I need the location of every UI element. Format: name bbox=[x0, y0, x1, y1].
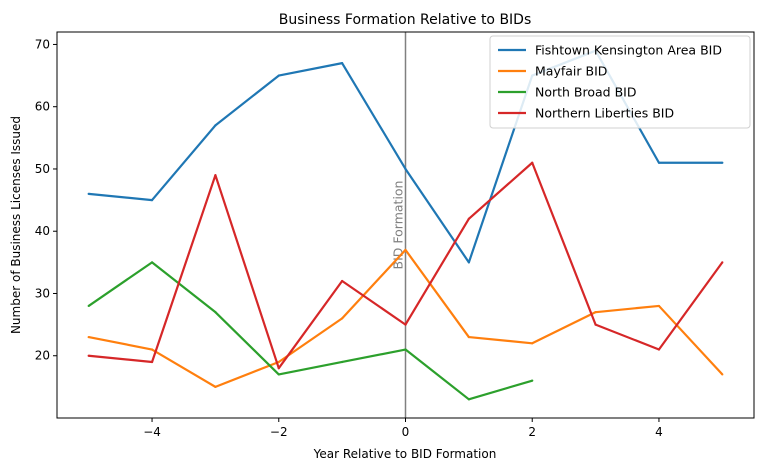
data-point bbox=[214, 174, 217, 177]
legend-box bbox=[489, 35, 751, 129]
data-point bbox=[214, 385, 217, 388]
data-point bbox=[404, 248, 407, 252]
data-point bbox=[150, 348, 154, 351]
data-point bbox=[467, 335, 470, 339]
y-tick-label: 60 bbox=[35, 100, 50, 114]
legend-entry-label: North Broad BID bbox=[535, 85, 636, 100]
y-axis-label: Number of Business Licenses Issued bbox=[9, 116, 23, 334]
data-point bbox=[341, 279, 344, 283]
legend: Fishtown Kensington Area BID Mayfair BID N… bbox=[489, 35, 751, 129]
x-tick-label: −2 bbox=[270, 425, 288, 439]
data-point bbox=[657, 161, 661, 164]
bid-formation-annotation: BID Formation bbox=[391, 181, 406, 270]
data-point bbox=[404, 323, 407, 326]
y-tick-label: 30 bbox=[35, 286, 50, 300]
data-point bbox=[214, 124, 217, 127]
data-point bbox=[341, 317, 344, 320]
data-point bbox=[404, 348, 407, 351]
data-point bbox=[467, 398, 470, 401]
data-point bbox=[594, 311, 597, 314]
series-line-2 bbox=[88, 261, 533, 401]
y-tick-label: 40 bbox=[35, 224, 50, 238]
x-tick-label: 4 bbox=[655, 425, 663, 439]
data-point bbox=[531, 161, 534, 164]
data-point bbox=[87, 354, 90, 357]
x-axis-label: Year Relative to BID Formation bbox=[313, 447, 497, 461]
data-point bbox=[87, 192, 90, 195]
data-point bbox=[531, 379, 534, 382]
data-point bbox=[214, 311, 217, 314]
data-point bbox=[150, 198, 154, 202]
data-point bbox=[150, 261, 154, 264]
data-point bbox=[277, 360, 280, 364]
y-tick-label: 50 bbox=[35, 162, 50, 176]
y-axis: 20 30 40 50 60 70 bbox=[35, 37, 57, 363]
data-point bbox=[721, 261, 724, 264]
data-point bbox=[150, 360, 154, 364]
legend-entry-label: Northern Liberties BID bbox=[535, 106, 674, 121]
legend-entry-label: Fishtown Kensington Area BID bbox=[535, 43, 722, 58]
data-point bbox=[341, 360, 344, 364]
x-axis: −4 −2 0 2 4 bbox=[143, 418, 663, 439]
legend-entry-label: Mayfair BID bbox=[535, 64, 607, 79]
data-point bbox=[404, 167, 407, 171]
data-point bbox=[277, 373, 280, 376]
data-point bbox=[467, 261, 470, 264]
data-point bbox=[721, 373, 724, 376]
x-tick-label: 2 bbox=[528, 425, 536, 439]
x-tick-label: −4 bbox=[143, 425, 161, 439]
chart-title: Business Formation Relative to BIDs bbox=[279, 12, 532, 28]
x-tick-label: 0 bbox=[402, 425, 410, 439]
data-point bbox=[277, 74, 280, 77]
data-point bbox=[87, 335, 90, 339]
data-point bbox=[277, 367, 280, 370]
data-point bbox=[467, 217, 470, 220]
data-point bbox=[657, 304, 661, 308]
data-point bbox=[341, 62, 344, 65]
data-point bbox=[657, 348, 661, 351]
data-point bbox=[87, 304, 90, 308]
data-point bbox=[594, 323, 597, 326]
data-point bbox=[531, 342, 534, 345]
data-point bbox=[721, 161, 724, 164]
y-tick-label: 20 bbox=[35, 349, 50, 363]
y-tick-label: 70 bbox=[35, 37, 50, 51]
